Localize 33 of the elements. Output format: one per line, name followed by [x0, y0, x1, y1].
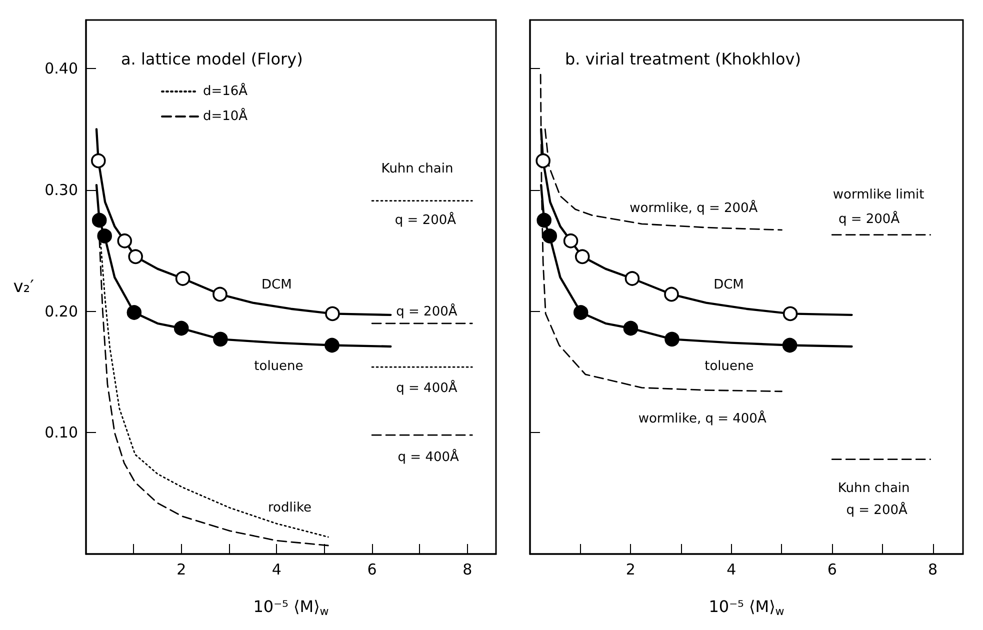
- annotation: wormlike limit: [832, 188, 924, 203]
- annotation: rodlike: [268, 500, 312, 516]
- annotation: toluene: [254, 358, 304, 374]
- annotation: Kuhn chain: [381, 162, 454, 177]
- x-tick-label: 6: [367, 560, 377, 578]
- x-tick-label: 8: [462, 560, 472, 578]
- y-tick-label: 0.10: [44, 424, 78, 442]
- text: b. virial treatment (Khokhlov): [565, 50, 801, 68]
- text: a. lattice model (Flory): [121, 50, 303, 68]
- legend-label: d=16Å: [203, 82, 248, 99]
- annotation: q = 400Å: [396, 379, 458, 396]
- x-tick-label: 2: [626, 560, 636, 578]
- annotation: DCM: [714, 278, 744, 293]
- legend-label: d=10Å: [203, 107, 248, 124]
- annotation: q = 200Å: [394, 211, 456, 228]
- annotation: q = 200Å: [846, 501, 908, 518]
- annotation: wormlike, q = 400Å: [638, 409, 766, 426]
- annotation: DCM: [261, 278, 292, 293]
- annotation: q = 400Å: [398, 448, 460, 465]
- x-tick-label: 2: [176, 560, 186, 578]
- annotation: wormlike, q = 200Å: [630, 199, 758, 216]
- x-tick-label: 8: [928, 560, 938, 578]
- x-tick-label: 6: [827, 560, 837, 578]
- annotation: q = 200Å: [838, 210, 900, 227]
- annotation: q = 200Å: [396, 302, 458, 320]
- annotation: toluene: [704, 358, 754, 374]
- x-tick-label: 4: [726, 560, 736, 578]
- y-tick-label: 0.30: [44, 180, 78, 199]
- y-tick-label: 0.40: [44, 60, 78, 78]
- annotation: Kuhn chain: [838, 480, 910, 496]
- y-tick-label: 0.20: [44, 302, 78, 320]
- y-axis-title: v₂′: [13, 277, 34, 297]
- x-tick-label: 4: [272, 560, 282, 578]
